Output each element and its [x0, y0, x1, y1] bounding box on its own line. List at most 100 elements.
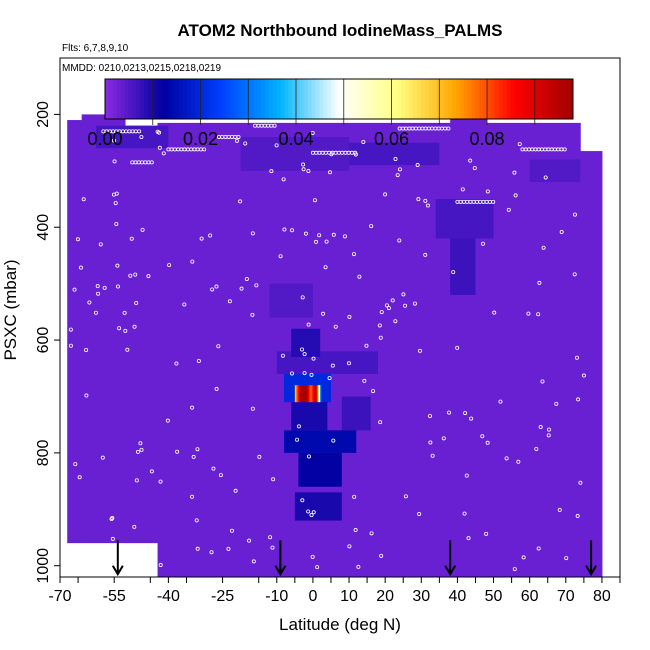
colorbar-swatch — [222, 79, 227, 119]
y-tick-label: 400 — [35, 214, 52, 241]
sample-point — [362, 378, 367, 383]
colorbar-swatch — [440, 79, 445, 119]
colorbar-swatch — [327, 79, 332, 119]
sample-point — [134, 301, 139, 306]
colorbar-swatch — [401, 79, 406, 119]
colorbar-swatch — [179, 79, 184, 119]
sample-point — [504, 456, 509, 461]
sample-point — [300, 498, 305, 503]
sample-point — [68, 343, 73, 348]
heatmap-cell — [341, 396, 371, 431]
sample-point — [451, 270, 456, 275]
heatmap-background-cell — [580, 151, 603, 577]
sample-point — [117, 326, 122, 331]
colorbar-swatch — [413, 79, 418, 119]
sample-point — [455, 345, 460, 350]
colorbar-swatch — [491, 79, 496, 119]
colorbar-swatch — [319, 79, 324, 119]
colorbar-swatch — [436, 79, 441, 119]
sample-point — [302, 352, 307, 357]
sample-point — [371, 389, 376, 394]
colorbar-swatch — [335, 79, 340, 119]
colorbar-swatch — [537, 79, 543, 119]
sample-point — [428, 440, 433, 445]
x-tick-label: 30 — [412, 588, 430, 605]
heatmap-background-cell — [204, 122, 260, 577]
sample-point — [310, 130, 315, 135]
sample-point — [369, 224, 374, 229]
sample-point — [280, 353, 285, 358]
colorbar-swatch — [541, 79, 547, 119]
colorbar-swatch — [323, 79, 328, 119]
sample-point — [469, 416, 474, 421]
colorbar: 0.00 0.02 0.04 0.06 0.08 — [87, 78, 574, 149]
colorbar-swatch — [463, 79, 469, 119]
plot-area — [67, 114, 603, 578]
sample-point — [271, 477, 276, 482]
heatmap-hotspot-cell — [310, 385, 313, 403]
heatmap-hotspot-cell — [299, 385, 302, 403]
sample-point — [278, 254, 283, 259]
heatmap-hotspot-cell — [297, 385, 299, 403]
heatmap-hotspot-cell — [298, 385, 301, 403]
sample-point — [68, 327, 73, 332]
colorbar-swatch — [350, 79, 356, 119]
colorbar-swatch — [483, 79, 488, 119]
colorbar-swatch — [261, 79, 266, 119]
sample-point — [575, 514, 580, 519]
colorbar-swatch — [202, 79, 207, 119]
sample-point — [209, 550, 214, 555]
colorbar-swatch — [124, 79, 129, 119]
heatmap-hotspot-cell — [314, 385, 316, 403]
sample-point — [347, 314, 352, 319]
x-tick-label: 50 — [485, 588, 503, 605]
sample-point — [369, 531, 374, 536]
sample-point — [301, 167, 306, 172]
colorbar-swatch — [264, 79, 270, 119]
colorbar-swatch — [370, 79, 375, 119]
colorbar-swatch — [190, 79, 196, 119]
sample-point — [236, 134, 241, 139]
sample-point — [460, 187, 465, 192]
sample-point — [295, 437, 300, 442]
axes: -70 -55 -40 -25 -10 0 10 20 30 40 50 60 70 80 200 400 60… — [35, 57, 621, 605]
sample-point — [300, 295, 305, 300]
colorbar-swatch — [284, 79, 289, 119]
colorbar-swatch — [339, 79, 344, 119]
plot-frame — [59, 57, 621, 578]
sample-point — [379, 310, 384, 315]
sample-point — [115, 263, 120, 268]
sample-point — [302, 371, 307, 376]
sample-point — [393, 157, 398, 162]
heatmap-hotspot-cell — [306, 385, 309, 403]
colorbar-swatch — [495, 79, 500, 119]
sample-point — [446, 126, 451, 131]
sample-point — [416, 197, 421, 202]
sample-point — [300, 347, 305, 352]
sample-point — [352, 252, 357, 257]
sample-point — [491, 199, 496, 204]
colorbar-swatch — [561, 79, 566, 119]
sample-point — [383, 192, 388, 197]
x-tick-label: 60 — [521, 588, 539, 605]
heatmap-cell — [435, 199, 494, 239]
sample-point — [123, 328, 128, 333]
colorbar-swatch — [214, 79, 219, 119]
sample-point — [102, 285, 107, 290]
sample-point — [331, 438, 336, 443]
colorbar-swatch — [471, 79, 476, 119]
sample-point — [250, 312, 255, 317]
colorbar-swatch — [296, 79, 301, 119]
colorbar-swatch — [307, 79, 313, 119]
sample-point — [282, 227, 287, 232]
sample-point — [191, 454, 196, 459]
sample-point — [301, 162, 306, 167]
sample-point — [554, 401, 559, 406]
flight-marker-arrowhead — [274, 565, 287, 577]
flights-subtitle: Flts: 6,7,8,9,10 — [62, 43, 129, 54]
sample-point — [314, 239, 319, 244]
heatmap-hotspot-cell — [315, 385, 317, 403]
heatmap-cell — [349, 142, 440, 166]
sample-point — [214, 386, 219, 391]
heatmap-cell — [284, 430, 357, 453]
